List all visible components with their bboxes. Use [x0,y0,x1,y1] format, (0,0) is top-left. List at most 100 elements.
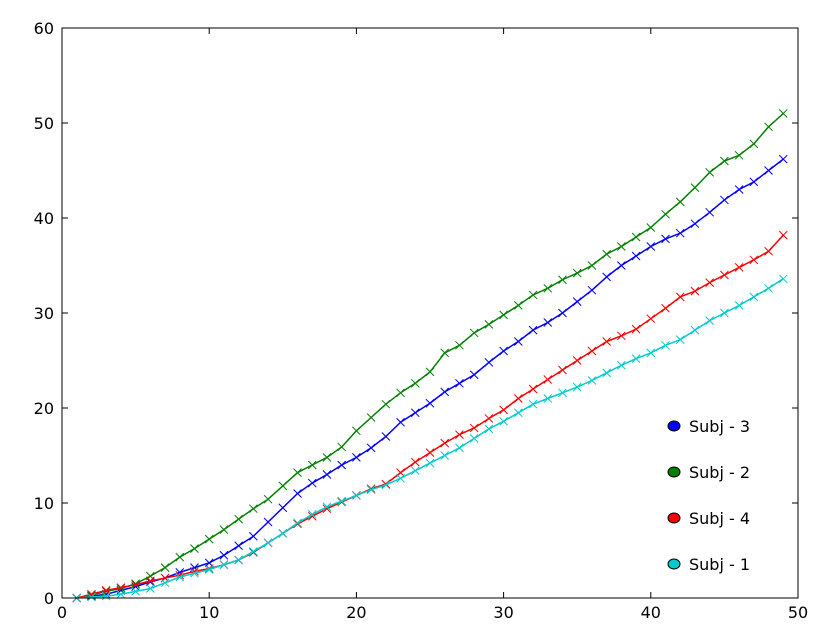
data-point [440,451,450,460]
data-point [661,234,670,244]
data-point [469,423,479,433]
data-point [646,314,656,324]
data-point [675,228,685,238]
data-point [617,242,626,251]
data-point [543,318,553,327]
data-point [572,268,582,278]
data-point [764,166,773,175]
data-point [734,150,744,160]
data-point [425,398,435,408]
data-point [764,246,773,256]
data-point [366,485,376,495]
data-point [381,479,391,489]
data-point [175,552,185,562]
data-point [145,584,155,593]
plot-area [62,28,798,598]
data-point [631,232,641,242]
data-point [410,457,420,467]
data-point [528,290,538,300]
data-point [734,185,744,194]
data-point [160,578,170,588]
data-point [249,531,258,541]
series-layer [72,109,788,603]
data-point [587,285,597,295]
legend-label: Subj - 3 [689,417,750,436]
legend-item: Subj - 2 [667,463,750,482]
data-point [602,249,611,259]
data-point [190,544,199,553]
data-point [219,525,229,534]
data-point [764,283,773,293]
data-point [381,480,391,490]
data-point [352,453,361,462]
data-point [690,219,700,229]
series-4 [72,274,788,603]
data-point [234,514,243,524]
data-point [778,109,788,118]
data-point [116,583,126,592]
data-point [484,320,494,329]
y-tick-label: 50 [34,114,54,133]
data-point [675,335,685,344]
data-point [617,360,626,370]
data-point [249,547,258,556]
data-point [778,230,788,240]
data-point [572,356,582,365]
data-point [425,448,435,458]
legend-label: Subj - 4 [689,509,750,528]
data-point [131,579,140,589]
data-point [337,460,347,470]
data-point [263,517,273,527]
legend-marker [667,558,681,570]
data-point [749,255,759,265]
data-point [484,414,494,423]
data-point [455,378,464,388]
data-point [720,308,729,318]
data-point [513,337,523,346]
data-point [381,399,391,409]
legend-label: Subj - 1 [689,555,750,574]
data-point [293,518,302,528]
data-point [131,580,140,590]
data-point [528,384,538,394]
data-point [749,292,759,302]
data-point [558,308,567,318]
data-point [396,417,405,427]
x-tick-label: 30 [493,603,513,622]
data-point [440,438,450,448]
data-point [455,443,464,453]
data-point [484,424,494,434]
data-point [366,443,376,453]
data-point [484,358,494,367]
data-point [646,223,656,232]
data-point [572,297,582,306]
data-point [410,408,420,418]
legend-marker [667,420,681,432]
data-point [675,292,685,302]
legend-item: Subj - 1 [667,555,750,574]
data-point [425,367,435,377]
data-point [116,589,126,599]
data-point [101,591,111,601]
legend-marker [667,466,681,478]
data-point [734,263,744,272]
data-point [499,346,508,356]
data-point [528,325,538,335]
data-point [352,426,361,436]
data-point [381,432,391,441]
data-point [175,572,185,582]
data-point [440,348,450,358]
data-point [543,394,553,403]
data-point [219,550,229,560]
data-point [469,328,479,338]
data-point [190,568,199,578]
data-point [322,453,332,462]
data-point [705,168,715,177]
x-tick-label: 50 [788,603,808,622]
data-point [293,468,302,477]
data-point [131,586,140,596]
legend-label: Subj - 2 [689,463,750,482]
data-point [661,209,670,219]
legend-marker [667,512,681,524]
